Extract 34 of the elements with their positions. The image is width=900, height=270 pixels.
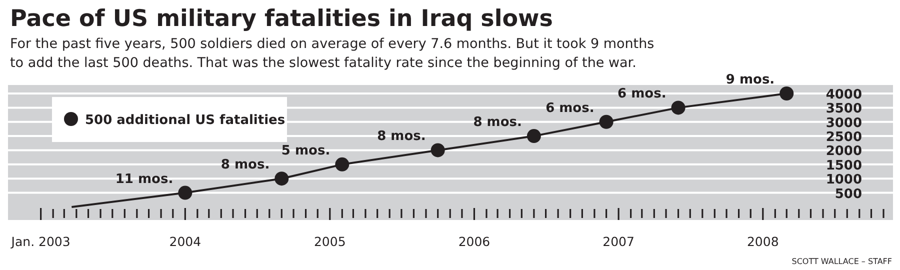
annotation: 9 mos. xyxy=(726,72,775,88)
x-tick-label: Jan. 2003 xyxy=(10,234,70,249)
point xyxy=(780,86,794,101)
x-tick-label: 2008 xyxy=(746,234,779,249)
x-tick-label: 2007 xyxy=(602,234,634,249)
y-tick-label: 3000 xyxy=(826,116,862,131)
annotation: 6 mos. xyxy=(618,86,666,102)
annotation: 11 mos. xyxy=(115,172,174,187)
y-tick-label: 3500 xyxy=(826,102,862,117)
point xyxy=(526,129,541,144)
y-tick-label: 500 xyxy=(834,186,862,202)
annotation: 6 mos. xyxy=(546,100,594,116)
point xyxy=(671,100,686,115)
annotation: 8 mos. xyxy=(377,129,426,144)
point xyxy=(274,172,289,186)
chart-title: Pace of US military fatalities in Iraq slows xyxy=(10,6,553,32)
point xyxy=(430,143,445,158)
annotation: 8 mos. xyxy=(220,158,270,173)
point xyxy=(599,114,614,129)
y-tick-label: 2500 xyxy=(826,130,862,146)
point xyxy=(178,186,192,200)
legend-label: 500 additional US fatalities xyxy=(85,113,286,128)
y-tick-label: 4000 xyxy=(826,88,862,103)
chart-subtitle: For the past five years, 500 soldiers died on average of every 7.6 months. But it took 9 months to add the last 500 deaths. That was the slowest fatality rate since the beginning of the war. xyxy=(10,36,654,71)
annotation: 8 mos. xyxy=(473,115,522,130)
x-tick-label: 2005 xyxy=(314,234,346,249)
text: SCOTT WALLACE – STAFF xyxy=(792,257,892,266)
y-tick-label: 2000 xyxy=(826,144,862,160)
x-tick-label: 2006 xyxy=(458,234,490,249)
x-tick-label: 2004 xyxy=(169,234,202,249)
y-tick-label: 1000 xyxy=(826,172,862,188)
y-tick-label: 1500 xyxy=(826,158,862,174)
point xyxy=(335,157,350,172)
annotation: 5 mos. xyxy=(281,143,330,158)
